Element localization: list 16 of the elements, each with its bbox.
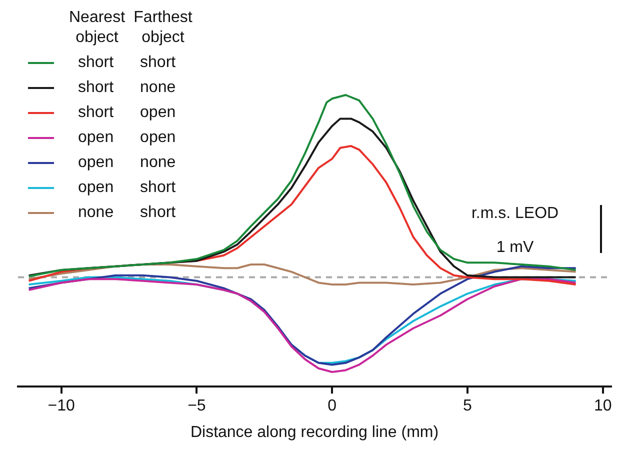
text: Farthest object: [132, 8, 194, 48]
legend-label: open none: [77, 152, 176, 172]
annotation: r.m.s. LEOD: [470, 204, 560, 224]
legend-label: short short: [77, 52, 176, 72]
x-axis-title: Distance along recording line (mm): [190, 424, 439, 441]
annotation: 1 mV: [495, 238, 535, 258]
legend-label: open short: [77, 178, 176, 198]
x-tick-label: 5: [463, 398, 472, 415]
x-tick-label: 10: [594, 398, 612, 415]
legend-label: short open: [77, 102, 176, 122]
legend-label: short none: [77, 78, 176, 98]
x-tick-label: 0: [328, 398, 337, 415]
x-tick-label: −10: [48, 398, 75, 415]
legend-label: open open: [77, 128, 176, 148]
legend-label: none short: [77, 202, 176, 222]
x-tick-label: −5: [188, 398, 206, 415]
